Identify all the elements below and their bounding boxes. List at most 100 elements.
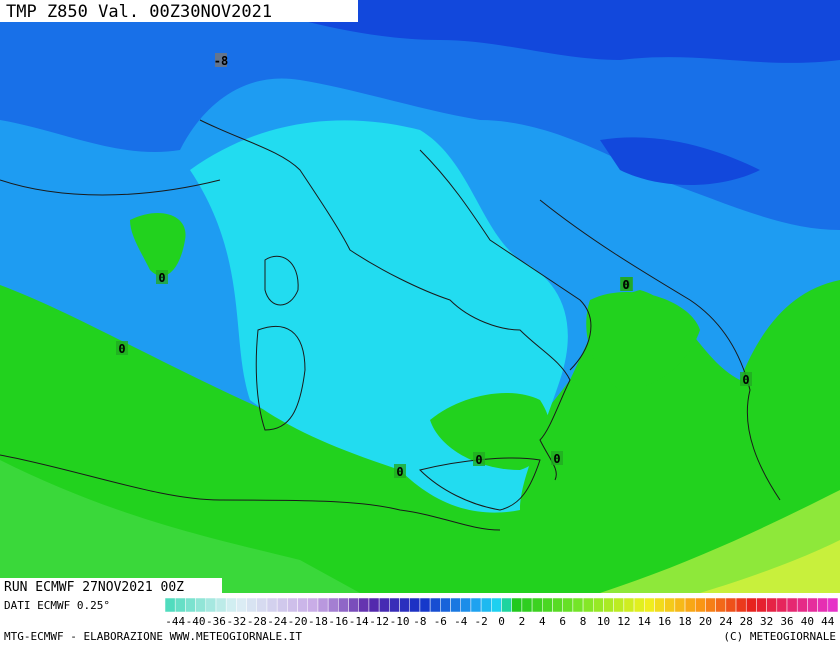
contour-label-box [394,464,406,478]
title: TMP Z850 Val. 00Z30NOV2021 [6,2,272,22]
colorbar-cell [623,597,635,613]
colorbar-cell [674,597,686,613]
contour-label-text: 0 [742,373,749,387]
colorbar-cell [429,597,441,613]
colorbar-cell [684,597,696,613]
colorbar-cell [399,597,410,613]
colorbar-label: -20 [288,615,308,628]
field-green-patch [130,212,186,276]
contour-label: -8 [214,53,228,68]
colorbar-label: -4 [454,615,468,628]
colorbar-label: 18 [678,615,691,628]
colorbar-cell [174,597,186,613]
colorbar-cell [409,597,421,613]
colorbar-cell [654,597,665,613]
contour-label-box [620,277,632,291]
colorbar-cell [368,597,380,613]
colorbar-label: -24 [267,615,287,628]
colorbar-cell [480,597,492,613]
contour-label-text: 0 [475,453,482,467]
colorbar-cell [225,597,237,613]
contour-label-text: 0 [118,342,125,356]
contour-label-box [740,372,752,386]
colorbar-cell [715,597,727,613]
field-deep-blue-2 [600,137,760,185]
colorbar-cell [419,597,431,613]
colorbar-label: -44 [165,615,185,628]
contour-label-box [215,53,227,67]
contour-label-box [156,270,168,284]
title-box [0,0,358,22]
colorbar-cell [562,597,574,613]
colorbar-cell [756,597,767,613]
colorbar-cell [735,597,747,613]
colorbar-cell [521,597,533,613]
colorbar-label: 4 [539,615,546,628]
colorbar-cell [511,597,523,613]
colorbar-label: 32 [760,615,773,628]
colorbar-cell [633,597,645,613]
colorbar-cell [287,597,298,613]
colorbar-cell [745,597,757,613]
colorbar-label: 2 [519,615,526,628]
field-light-green [0,460,360,593]
contour-label: 0 [394,464,406,479]
colorbar-cell [593,597,604,613]
colorbar-label: 6 [559,615,566,628]
colorbar-cell [807,597,818,613]
colorbar-cell [450,597,461,613]
colorbar-cell [205,597,217,613]
colorbar-cell [542,597,553,613]
coast-italy-west [199,119,571,481]
credit: MTG-ECMWF - ELABORAZIONE WWW.METEOGIORNA… [4,630,302,643]
colorbar-label: -16 [328,615,348,628]
contour-labels: -800000000 [116,53,752,479]
temperature-field [0,0,840,593]
colorbar-cell [766,597,778,613]
colorbar-cell [796,597,808,613]
colorbar-cell [297,597,309,613]
colorbar-label: 20 [699,615,712,628]
contour-label: 0 [473,452,485,467]
field-yellow [700,540,840,593]
colorbar-label: -18 [308,615,328,628]
colorbar-cell [307,597,319,613]
coast-balkans [539,199,781,501]
contour-label: 0 [156,270,168,285]
colorbar-cell [572,597,584,613]
coast-france [0,179,221,196]
contour-label-text: -8 [214,54,228,68]
colorbar-cell [185,597,196,613]
colorbar-cell [460,597,472,613]
colorbar-cell [531,597,543,613]
colorbar-cell [358,597,370,613]
colorbar-label: -40 [186,615,206,628]
colorbar-label: -6 [434,615,447,628]
colorbar-cell [246,597,258,613]
data-info: DATI ECMWF 0.25° [4,599,110,612]
colorbar-cell [603,597,614,613]
colorbar-label: -10 [390,615,410,628]
colorbar-cell [266,597,278,613]
colorbar-cell [236,597,247,613]
colorbar-cell [317,597,329,613]
colorbar-cell [786,597,798,613]
colorbar-label: 44 [821,615,835,628]
colorbar-label: -32 [226,615,246,628]
colorbar-cell [491,597,502,613]
colorbar-label: 36 [780,615,793,628]
colorbar-cell [378,597,390,613]
colorbar-label: -36 [206,615,226,628]
colorbar-cell [338,597,349,613]
colorbar-label: 0 [498,615,505,628]
colorbar-cell [389,597,400,613]
contour-label-box [116,341,128,355]
contour-label-text: 0 [553,452,560,466]
field-deep-blue [300,0,840,63]
colorbar-cell [256,597,268,613]
contour-label-box [473,452,485,466]
contour-label-box [551,451,563,465]
contour-label-text: 0 [396,465,403,479]
coastlines [0,119,781,531]
